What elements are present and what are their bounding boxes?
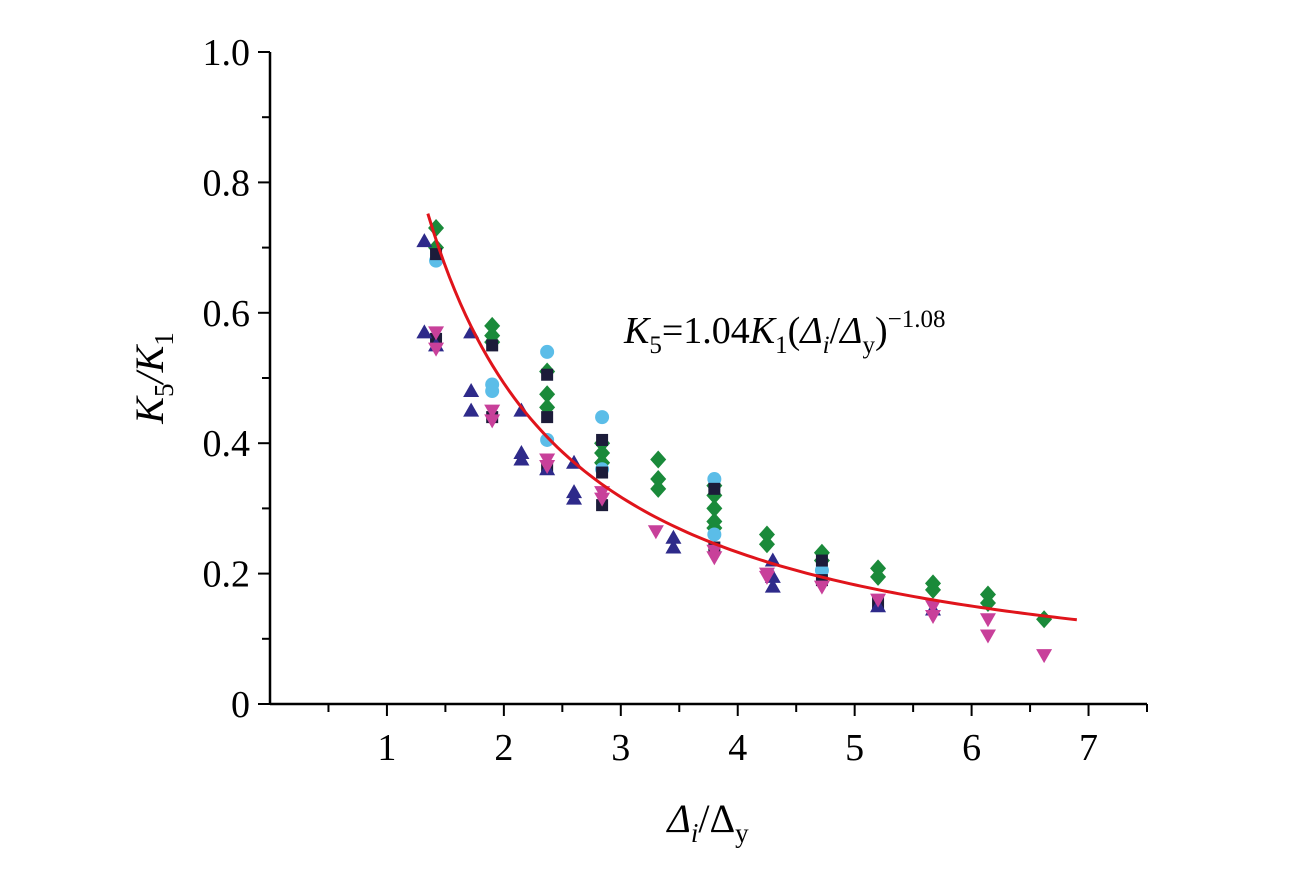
data-point-triangle-up <box>463 402 480 417</box>
data-point-triangle-down <box>484 404 501 419</box>
data-point-circle <box>707 472 722 487</box>
data-point-diamond <box>870 567 887 586</box>
x-axis-title: Δi/Δy <box>665 796 749 848</box>
x-tick-label: 7 <box>1079 727 1098 769</box>
axes: 1 2 3 4 5 6 7 0 0.2 0.4 0.6 0.8 1.0 <box>203 32 1148 769</box>
data-point-circle <box>707 527 722 542</box>
data-point-diamond <box>650 450 667 469</box>
data-point-triangle-up <box>566 490 583 505</box>
data-point-triangle-down <box>870 593 887 608</box>
data-point-triangle-up <box>416 324 433 339</box>
data-point-triangle-down <box>813 580 830 595</box>
x-tick-label: 5 <box>845 727 864 769</box>
data-point-circle <box>540 344 555 359</box>
data-point-diamond <box>758 525 775 544</box>
data-point-triangle-down <box>594 492 611 507</box>
data-point-diamond <box>706 499 723 518</box>
data-point-square <box>541 411 554 424</box>
ticks <box>258 51 1148 716</box>
data-markers <box>416 219 1053 664</box>
data-point-triangle-up <box>416 233 433 248</box>
x-tick-label: 6 <box>962 727 981 769</box>
data-point-circle <box>485 384 500 399</box>
data-point-triangle-down <box>484 414 501 429</box>
y-tick-label: 0.8 <box>203 162 251 204</box>
data-point-triangle-down <box>1036 649 1053 664</box>
data-point-square <box>596 466 609 479</box>
data-point-triangle-up <box>764 578 781 593</box>
y-tick-label: 0.6 <box>203 293 251 335</box>
data-point-triangle-up <box>665 529 682 544</box>
data-point-triangle-down <box>647 525 664 540</box>
data-point-circle <box>595 410 610 425</box>
fit-equation: K5=1.04K1(Δi/Δy)−1.08 <box>623 306 945 359</box>
data-point-triangle-up <box>665 539 682 554</box>
data-point-square <box>708 482 721 495</box>
x-tick-label: 1 <box>377 727 396 769</box>
data-point-circle <box>540 432 555 447</box>
data-point-triangle-down <box>706 551 723 566</box>
data-point-square <box>486 339 499 352</box>
data-point-diamond <box>925 580 942 599</box>
x-tick-label: 2 <box>494 727 513 769</box>
data-point-triangle-down <box>758 570 775 585</box>
x-tick-label: 3 <box>611 727 630 769</box>
data-point-square <box>596 433 609 446</box>
data-point-diamond <box>650 479 667 498</box>
data-point-triangle-down <box>925 600 942 615</box>
data-point-diamond <box>594 443 611 462</box>
data-point-diamond <box>650 470 667 489</box>
y-tick-label: 0.4 <box>203 423 251 465</box>
data-point-diamond <box>758 535 775 554</box>
data-point-circle <box>814 563 829 578</box>
y-tick-label: 1.0 <box>203 32 251 74</box>
data-point-triangle-down <box>979 613 996 628</box>
data-point-square <box>815 554 828 567</box>
x-tick-label: 4 <box>728 727 747 769</box>
data-point-triangle-down <box>539 460 556 475</box>
data-point-triangle-down <box>428 342 445 357</box>
data-point-triangle-up <box>513 451 530 466</box>
data-point-triangle-down <box>428 326 445 341</box>
data-point-triangle-down <box>925 609 942 624</box>
data-point-triangle-down <box>979 629 996 644</box>
data-point-square <box>541 368 554 381</box>
y-tick-label: 0 <box>231 684 250 726</box>
tick-labels: 1 2 3 4 5 6 7 0 0.2 0.4 0.6 0.8 1.0 <box>203 32 1099 769</box>
y-tick-label: 0.2 <box>203 554 251 596</box>
data-point-triangle-up <box>463 383 480 398</box>
data-point-diamond <box>539 385 556 404</box>
y-axis-title: K5/K1 <box>127 332 179 424</box>
fit-curve <box>426 213 1078 622</box>
data-point-diamond <box>1036 610 1053 629</box>
data-point-diamond <box>484 316 501 335</box>
